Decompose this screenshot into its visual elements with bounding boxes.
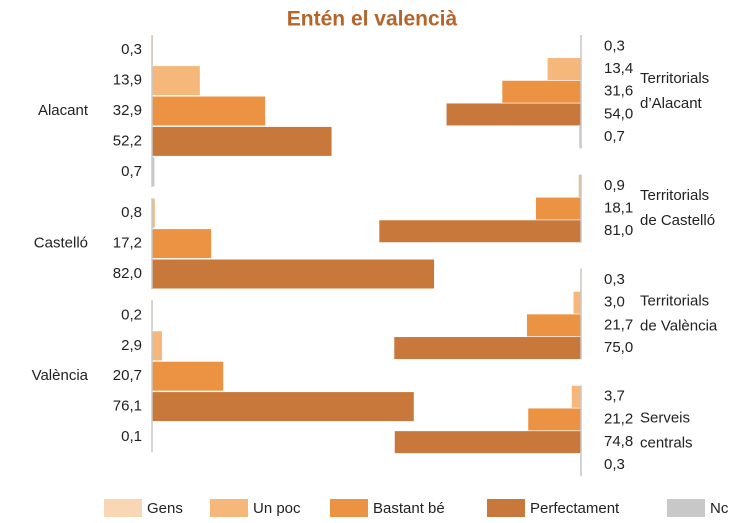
bar <box>526 314 581 337</box>
bar <box>578 174 581 197</box>
value-label: 0,8 <box>121 204 142 221</box>
legend-swatch <box>104 499 142 517</box>
bar <box>152 229 212 259</box>
value-label: 20,7 <box>113 367 142 384</box>
legend-label: Nc <box>710 500 729 517</box>
category-label: de València <box>640 317 718 334</box>
legend-swatch <box>667 499 705 517</box>
value-label: 3,0 <box>604 294 625 311</box>
value-label: 13,9 <box>113 72 142 89</box>
category-label: Castelló <box>34 235 88 252</box>
legend-swatch <box>210 499 248 517</box>
category-label: Serveis <box>640 409 690 426</box>
bar <box>394 431 581 454</box>
value-label: 18,1 <box>604 200 633 217</box>
legend-label: Bastant bé <box>373 500 445 517</box>
bar <box>446 103 581 126</box>
value-label: 17,2 <box>113 235 142 252</box>
bar <box>573 291 581 314</box>
value-label: 0,3 <box>604 271 625 288</box>
value-label: 52,2 <box>113 132 142 149</box>
category-label: València <box>32 367 89 384</box>
bar <box>152 259 435 289</box>
category-label: d’Alacant <box>640 95 703 112</box>
bar <box>571 385 581 408</box>
value-label: 0,3 <box>121 41 142 58</box>
legend-label: Perfectament <box>530 500 620 517</box>
bar <box>547 58 581 81</box>
category-label: Territorials <box>640 292 709 309</box>
value-label: 31,6 <box>604 83 633 100</box>
bar <box>152 198 155 228</box>
bar <box>502 80 581 103</box>
bar <box>535 197 581 220</box>
bar <box>152 126 332 156</box>
category-label: de Castelló <box>640 212 715 229</box>
value-label: 21,7 <box>604 316 633 333</box>
legend-swatch <box>487 499 525 517</box>
bar <box>152 157 155 187</box>
legend-swatch <box>330 499 368 517</box>
bar <box>379 220 581 243</box>
value-label: 2,9 <box>121 337 142 354</box>
value-label: 0,1 <box>121 428 142 445</box>
value-label: 3,7 <box>604 388 625 405</box>
value-label: 0,7 <box>604 128 625 145</box>
legend-label: Gens <box>147 500 183 517</box>
bar <box>152 66 200 96</box>
value-label: 76,1 <box>113 398 142 415</box>
bar <box>579 126 581 149</box>
value-label: 0,9 <box>604 177 625 194</box>
value-label: 0,3 <box>604 37 625 54</box>
value-label: 82,0 <box>113 265 142 282</box>
category-label: Alacant <box>38 102 89 119</box>
value-label: 75,0 <box>604 339 633 356</box>
chart-title: Entén el valencià <box>287 8 458 31</box>
bar <box>152 331 162 361</box>
value-label: 0,7 <box>121 163 142 180</box>
value-label: 0,3 <box>604 456 625 473</box>
value-label: 74,8 <box>604 433 633 450</box>
legend-label: Un poc <box>253 500 301 517</box>
bar <box>528 408 581 431</box>
value-label: 0,2 <box>121 306 142 323</box>
category-label: Territorials <box>640 187 709 204</box>
bar <box>152 361 224 391</box>
value-label: 21,2 <box>604 410 633 427</box>
bar <box>394 337 581 360</box>
value-label: 13,4 <box>604 60 633 77</box>
category-label: centrals <box>640 434 693 451</box>
category-label: Territorials <box>640 70 709 87</box>
bar <box>152 392 414 422</box>
value-label: 81,0 <box>604 222 633 239</box>
value-label: 32,9 <box>113 102 142 119</box>
value-label: 54,0 <box>604 105 633 122</box>
bar <box>152 96 266 126</box>
